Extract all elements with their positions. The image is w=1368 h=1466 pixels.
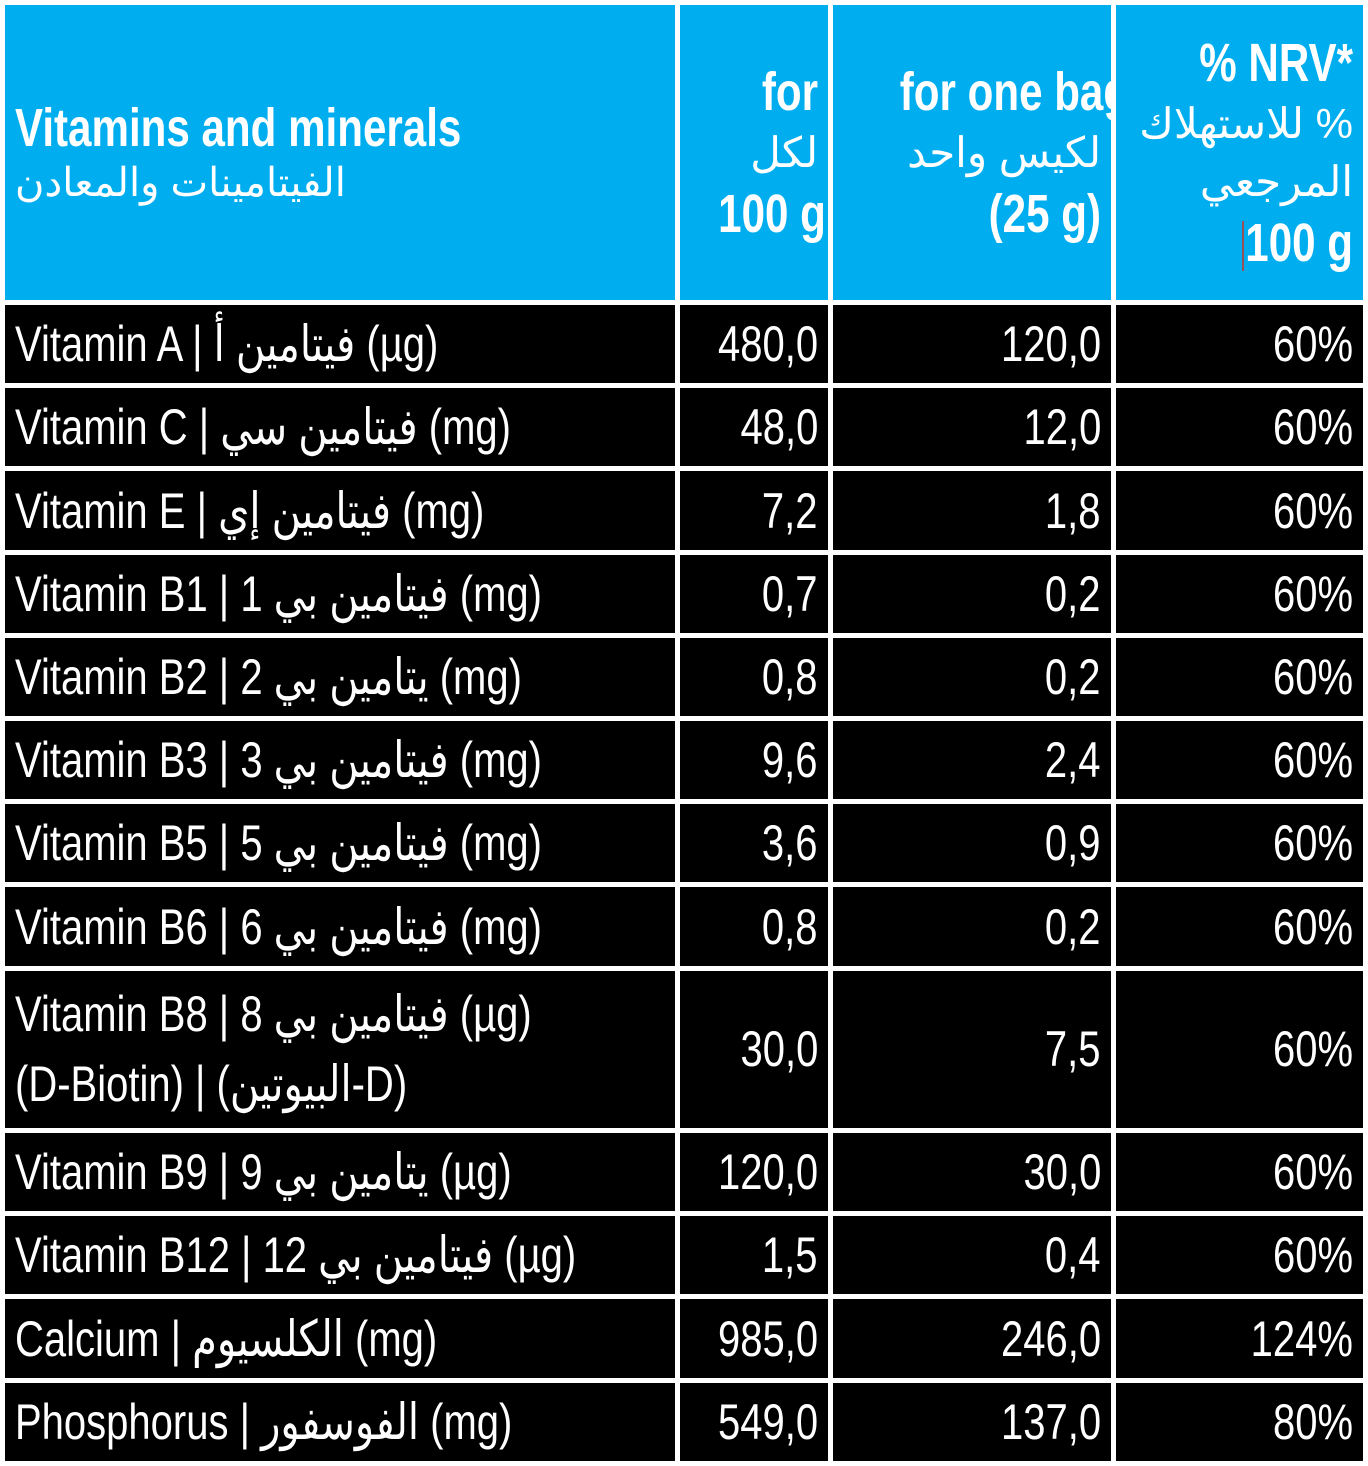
header-per-bag-line1: for one bag [899, 61, 1111, 122]
value-per-bag: 0,2 [833, 887, 1111, 966]
value-nrv: 60% [1116, 887, 1363, 966]
table-row: Vitamin B9 | يتامين بي 9 (µg) 120,0 30,0… [5, 1133, 1363, 1212]
table-row: Vitamin B8 | فيتامين بي 8 (µg) (D-Biotin… [5, 970, 1363, 1129]
header-per-100g-line3: 100 g [718, 183, 826, 244]
value-per-100g: 9,6 [680, 721, 828, 800]
value-nrv: 60% [1116, 388, 1363, 467]
value-nrv: 60% [1116, 970, 1363, 1129]
table-row: Vitamin A | فيتامين أ (µg) 480,0 120,0 6… [5, 305, 1363, 384]
value-nrv: 60% [1116, 305, 1363, 384]
header-nrv-line1: % NRV* [1199, 32, 1353, 93]
value-per-100g: 549,0 [680, 1382, 828, 1461]
value-per-100g: 1,5 [680, 1216, 828, 1295]
header-per-bag-arabic: لكيس واحد [907, 128, 1101, 176]
table-row: Vitamin B2 | يتامين بي 2 (mg) 0,8 0,2 60… [5, 637, 1363, 717]
header-row: Vitamins and minerals الفيتامينات والمعا… [5, 5, 1363, 300]
header-vitamins-minerals: Vitamins and minerals الفيتامينات والمعا… [5, 5, 675, 300]
header-nrv-line4: 100 g [1176, 211, 1353, 275]
header-per-100g-line1: for [761, 61, 818, 122]
value-per-bag: 0,2 [833, 554, 1111, 633]
value-per-bag: 137,0 [833, 1382, 1111, 1461]
nutrient-name: Vitamin C | فيتامين سي (mg) [5, 388, 675, 467]
nutrient-name: Vitamin B3 | فيتامين بي 3 (mg) [5, 721, 675, 800]
value-per-100g: 120,0 [680, 1133, 828, 1212]
header-per-100g: for لكل 100 g [680, 5, 828, 300]
nutrient-name: Vitamin B5 | فيتامين بي 5 (mg) [5, 804, 675, 883]
value-per-100g: 0,8 [680, 887, 828, 966]
value-per-bag: 246,0 [833, 1299, 1111, 1378]
nutrient-name: Calcium | الكلسيوم (mg) [5, 1299, 675, 1378]
value-nrv: 60% [1116, 554, 1363, 633]
table-header: Vitamins and minerals الفيتامينات والمعا… [5, 5, 1363, 300]
value-per-bag: 0,9 [833, 804, 1111, 883]
value-per-100g: 3,6 [680, 804, 828, 883]
table-body: Vitamin A | فيتامين أ (µg) 480,0 120,0 6… [5, 305, 1363, 1461]
header-nrv-line4-text: 100 g [1245, 212, 1353, 273]
nutrient-name: Vitamin B12 | فيتامين بي 12 (µg) [5, 1216, 675, 1295]
table-row: Vitamin B3 | فيتامين بي 3 (mg) 9,6 2,4 6… [5, 721, 1363, 800]
nutrient-name: Vitamin B2 | يتامين بي 2 (mg) [5, 637, 675, 717]
value-per-100g: 30,0 [680, 970, 828, 1129]
nutrient-name: Phosphorus | الفوسفور (mg) [5, 1382, 675, 1461]
nutrient-name-line1: Vitamin B8 | فيتامين بي 8 (µg) [15, 986, 532, 1043]
value-nrv: 60% [1116, 1133, 1363, 1212]
table-row: Vitamin B6 | فيتامين بي 6 (mg) 0,8 0,2 6… [5, 887, 1363, 966]
value-nrv: 80% [1116, 1382, 1363, 1461]
value-per-100g: 48,0 [680, 388, 828, 467]
value-per-bag: 0,2 [833, 637, 1111, 717]
value-nrv: 60% [1116, 721, 1363, 800]
value-per-100g: 7,2 [680, 471, 828, 550]
table-row: Vitamin C | فيتامين سي (mg) 48,0 12,0 60… [5, 388, 1363, 467]
value-nrv: 60% [1116, 471, 1363, 550]
nutrient-name-line2: (D-Biotin) | (البيوتين-D) [15, 1056, 408, 1113]
value-per-bag: 7,5 [833, 970, 1111, 1129]
value-per-bag: 120,0 [833, 305, 1111, 384]
nutrient-name: Vitamin E | فيتامين إي (mg) [5, 471, 675, 550]
value-nrv: 60% [1116, 637, 1363, 717]
header-per-bag: for one bag لكيس واحد (25 g) [833, 5, 1111, 300]
table-row: Vitamin E | فيتامين إي (mg) 7,2 1,8 60% [5, 471, 1363, 550]
value-per-bag: 1,8 [833, 471, 1111, 550]
value-nrv: 60% [1116, 804, 1363, 883]
nutrient-name: Vitamin B1 | فيتامين بي 1 (mg) [5, 554, 675, 633]
value-per-100g: 985,0 [680, 1299, 828, 1378]
header-per-bag-line3: (25 g) [988, 183, 1101, 244]
header-nrv-arabic-2: المرجعي [1199, 157, 1353, 205]
value-per-100g: 0,8 [680, 637, 828, 717]
text-cursor [1242, 221, 1244, 272]
nutrient-name: Vitamin B9 | يتامين بي 9 (µg) [5, 1133, 675, 1212]
value-per-100g: 480,0 [680, 305, 828, 384]
nutrient-name: Vitamin A | فيتامين أ (µg) [5, 305, 675, 384]
table-row: Vitamin B5 | فيتامين بي 5 (mg) 3,6 0,9 6… [5, 804, 1363, 883]
value-per-bag: 0,4 [833, 1216, 1111, 1295]
header-per-100g-arabic: لكل [750, 128, 818, 176]
value-nrv: 124% [1116, 1299, 1363, 1378]
table-row: Phosphorus | الفوسفور (mg) 549,0 137,0 8… [5, 1382, 1363, 1461]
value-per-100g: 0,7 [680, 554, 828, 633]
header-title-arabic: الفيتامينات والمعادن [15, 160, 346, 205]
value-per-bag: 30,0 [833, 1133, 1111, 1212]
value-nrv: 60% [1116, 1216, 1363, 1295]
header-title: Vitamins and minerals [15, 97, 462, 158]
table-row: Vitamin B12 | فيتامين بي 12 (µg) 1,5 0,4… [5, 1216, 1363, 1295]
nutrient-name: Vitamin B8 | فيتامين بي 8 (µg) (D-Biotin… [5, 970, 675, 1129]
nutrient-name: Vitamin B6 | فيتامين بي 6 (mg) [5, 887, 675, 966]
table-row: Calcium | الكلسيوم (mg) 985,0 246,0 124% [5, 1299, 1363, 1378]
value-per-bag: 2,4 [833, 721, 1111, 800]
table-row: Vitamin B1 | فيتامين بي 1 (mg) 0,7 0,2 6… [5, 554, 1363, 633]
header-nrv: % NRV* % للاستهلاك المرجعي 100 g [1116, 5, 1363, 300]
value-per-bag: 12,0 [833, 388, 1111, 467]
header-nrv-arabic-1: % للاستهلاك [1139, 99, 1353, 147]
